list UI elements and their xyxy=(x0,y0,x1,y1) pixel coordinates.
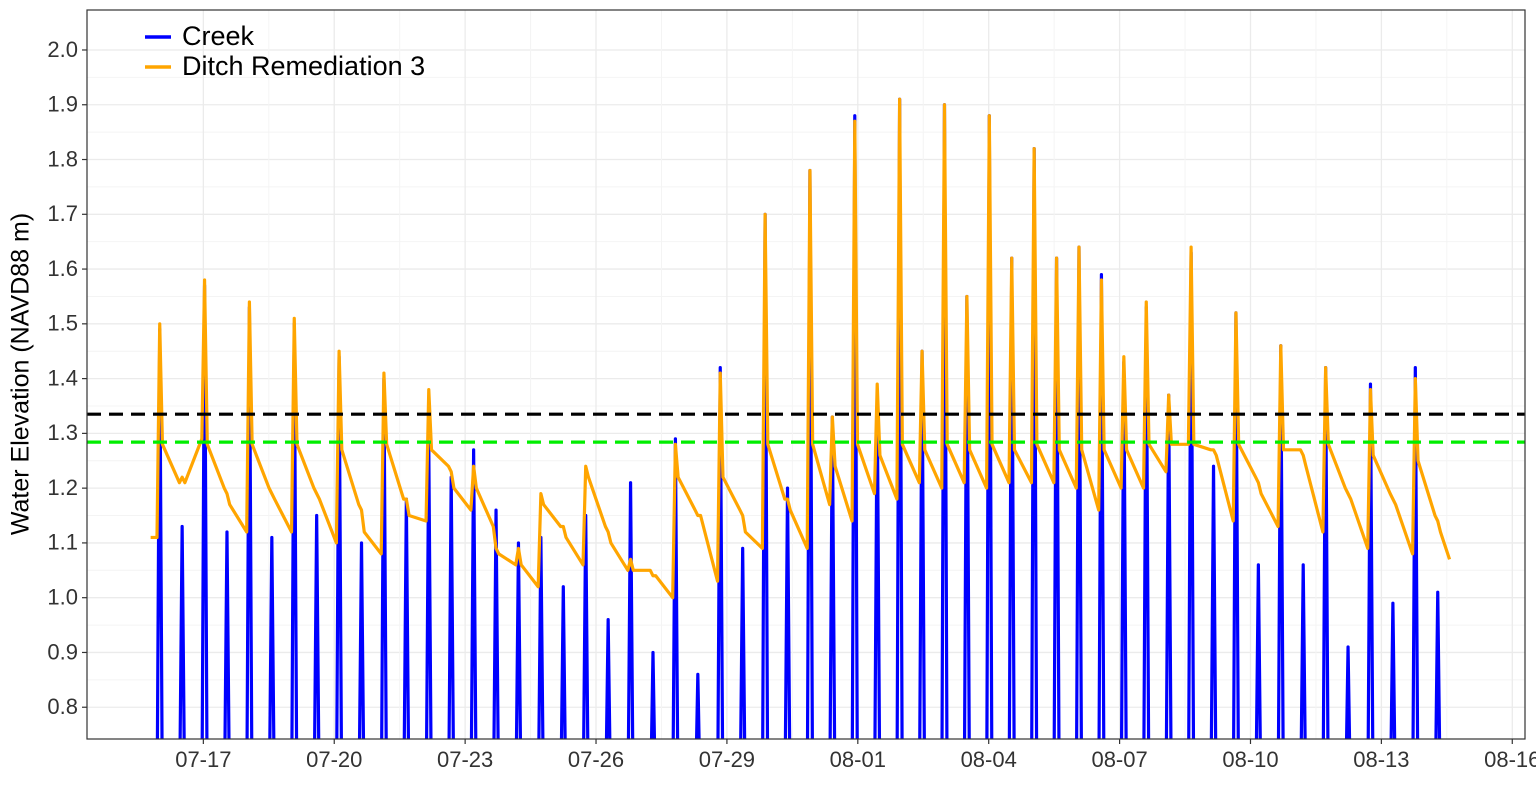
series-line xyxy=(150,97,1452,600)
y-tick-label: 1.3 xyxy=(47,420,78,445)
y-tick-label: 1.9 xyxy=(47,92,78,117)
panel-border xyxy=(86,9,1526,740)
x-tick-label: 07-17 xyxy=(175,747,231,772)
plot-panel xyxy=(87,10,1525,739)
x-tick-label: 08-10 xyxy=(1222,747,1278,772)
legend-label: Creek xyxy=(182,21,255,51)
x-tick-label: 08-13 xyxy=(1353,747,1409,772)
y-tick-label: 1.2 xyxy=(47,475,78,500)
y-axis-label: Water Elevation (NAVD88 m) xyxy=(7,213,35,535)
y-tick-label: 1.4 xyxy=(47,365,78,390)
y-tick-label: 1.5 xyxy=(47,311,78,336)
plot-lines xyxy=(87,97,1525,739)
x-tick-label: 07-20 xyxy=(306,747,362,772)
x-tick-label: 07-26 xyxy=(568,747,624,772)
x-tick-label: 07-23 xyxy=(437,747,493,772)
y-tick-label: 1.8 xyxy=(47,146,78,171)
x-tick-label: 07-29 xyxy=(699,747,755,772)
legend-label: Ditch Remediation 3 xyxy=(182,51,425,81)
x-tick-label: 08-01 xyxy=(830,747,886,772)
y-tick-label: 1.0 xyxy=(47,585,78,610)
axes: 0.8 0.9 1.0 1.1 1.2 1.3 1.4 1.5 1.6 1.7 1.8 1.9 2.0 0… xyxy=(47,37,1536,772)
y-tick-label: 0.9 xyxy=(47,639,78,664)
y-tick-label: 2.0 xyxy=(47,37,78,62)
y-tick-label: 1.7 xyxy=(47,201,78,226)
x-tick-label: 08-04 xyxy=(961,747,1017,772)
y-tick-label: 1.6 xyxy=(47,256,78,281)
x-tick-label: 08-07 xyxy=(1091,747,1147,772)
x-tick-label: 08-16 xyxy=(1484,747,1536,772)
y-tick-label: 0.8 xyxy=(47,694,78,719)
y-tick-label: 1.1 xyxy=(47,530,78,555)
